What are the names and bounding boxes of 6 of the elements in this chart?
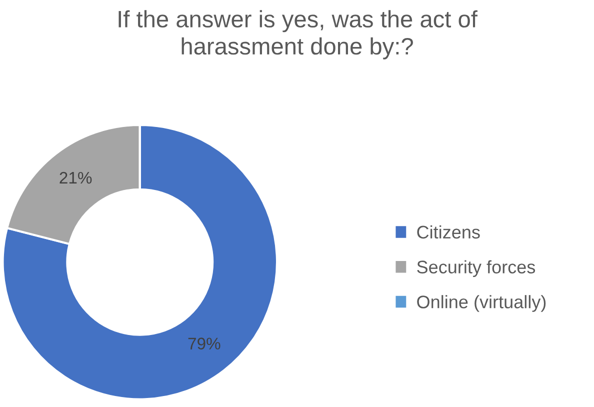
- legend-label: Online (virtually): [417, 295, 546, 312]
- legend-label: Citizens: [417, 225, 480, 239]
- data-label: 21%: [60, 172, 92, 184]
- data-label: 79%: [188, 338, 220, 350]
- chart-title: If the answer is yes, was the act of harassment done by:?: [118, 10, 478, 60]
- legend-label: Security forces: [417, 260, 536, 278]
